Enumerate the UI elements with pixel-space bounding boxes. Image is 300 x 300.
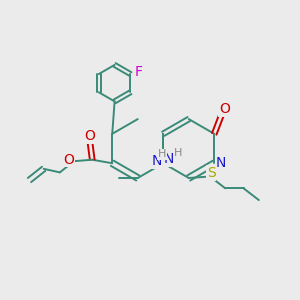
Text: N: N bbox=[164, 152, 174, 166]
Text: N: N bbox=[215, 156, 226, 170]
Text: N: N bbox=[152, 154, 162, 168]
Text: S: S bbox=[207, 166, 216, 180]
Text: H: H bbox=[174, 148, 182, 158]
Text: O: O bbox=[63, 153, 74, 167]
Text: O: O bbox=[219, 102, 230, 116]
Text: O: O bbox=[84, 129, 95, 143]
Text: H: H bbox=[158, 149, 166, 159]
Text: F: F bbox=[135, 65, 143, 79]
